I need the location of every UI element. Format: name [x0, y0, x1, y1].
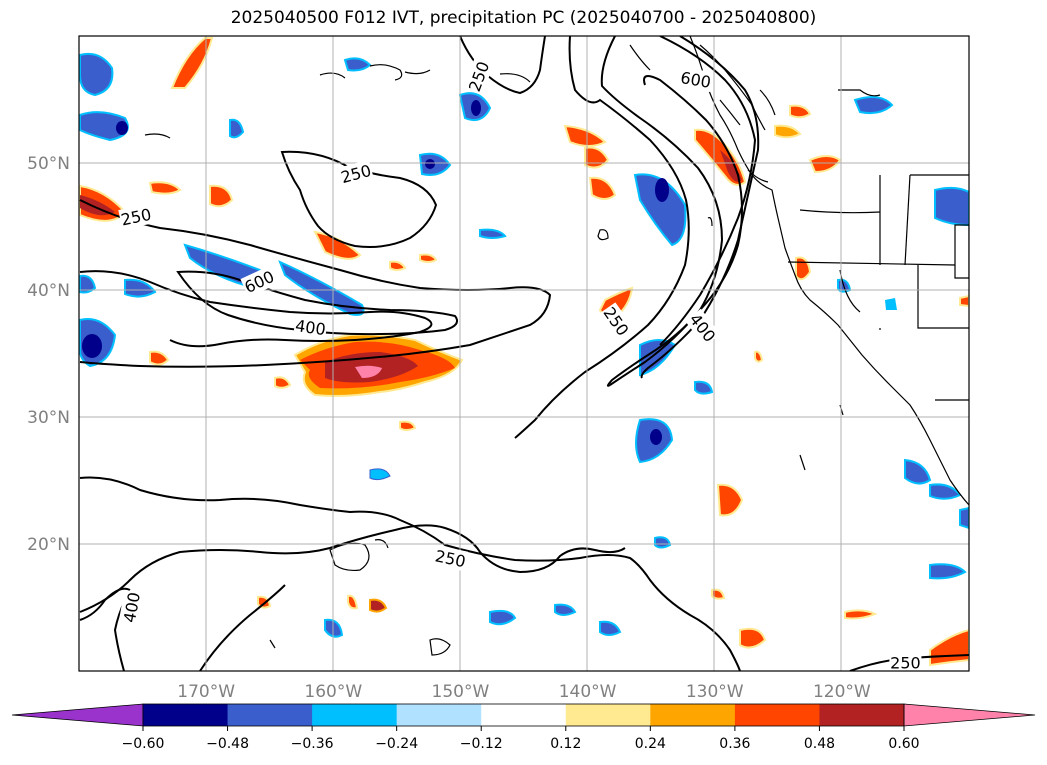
lat-tick-label: 30°N	[27, 408, 70, 428]
contour-label-background	[293, 314, 328, 340]
colorbar-tick-label: 0.24	[635, 736, 666, 752]
colorbar: −0.60 −0.48 −0.36 −0.24 −0.12 0.12 0.24 0.36 0.4…	[11, 703, 1036, 752]
coastlines	[144, 36, 969, 656]
colorbar-segment	[819, 704, 905, 726]
colorbar-tick-label: 0.60	[888, 736, 919, 752]
contour-label: 400	[118, 589, 145, 625]
colorbar-frame	[142, 703, 905, 727]
lat-tick-label: 20°N	[27, 535, 70, 555]
colorbar-tick-label: −0.24	[375, 736, 418, 752]
colorbar-tick-label: 0.12	[550, 736, 581, 752]
colorbar-segment	[396, 704, 482, 726]
colorbar-tick-label: −0.12	[460, 736, 503, 752]
lon-tick-label: 140°W	[559, 682, 617, 702]
contour-label-background	[240, 265, 278, 298]
contour-label-background	[463, 57, 494, 95]
colorbar-tick-label: 0.36	[719, 736, 750, 752]
precip-negative-regions	[79, 52, 969, 638]
colorbar-tick-label: −0.36	[291, 736, 334, 752]
contour-label: 250	[432, 545, 469, 572]
lon-tick-label: 130°W	[686, 682, 744, 702]
contour-label-text: 400	[294, 316, 327, 339]
lon-tick-label: 120°W	[813, 682, 871, 702]
contour-label: 250	[118, 203, 154, 230]
contour-label: 400	[293, 314, 328, 340]
map-title: 2025040500 F012 IVT, precipitation PC (2…	[230, 8, 817, 28]
plot-background	[79, 36, 969, 671]
contour-label-text: 250	[890, 653, 921, 672]
contour-label-background	[118, 203, 154, 230]
colorbar-segment	[227, 704, 313, 726]
colorbar-segment	[312, 704, 398, 726]
colorbar-extend-max	[903, 703, 1036, 727]
contour-label-background	[337, 159, 374, 188]
colorbar-tick-label: 0.48	[804, 736, 835, 752]
latitude-labels: 50°N 40°N 30°N 20°N	[27, 154, 70, 555]
contour-label-background	[889, 652, 922, 671]
lat-tick-label: 50°N	[27, 154, 70, 174]
contour-label-background	[118, 589, 145, 625]
contour-label: 250	[889, 652, 922, 672]
colorbar-segment	[734, 704, 820, 726]
lon-tick-label: 160°W	[304, 682, 362, 702]
colorbar-tick-label: −0.60	[122, 736, 165, 752]
lon-tick-label: 170°W	[177, 682, 235, 702]
precip-positive-regions	[79, 37, 969, 667]
colorbar-segment	[650, 704, 736, 726]
colorbar-tick-label: −0.48	[206, 736, 249, 752]
contour-label-background	[432, 545, 469, 572]
contour-label-background	[598, 302, 634, 341]
colorbar-segment	[143, 704, 229, 726]
contour-label-background	[678, 66, 714, 93]
colorbar-extend-min	[11, 703, 144, 727]
plot-frame	[78, 35, 970, 672]
lat-tick-label: 40°N	[27, 281, 70, 301]
colorbar-segment	[565, 704, 651, 726]
lon-tick-label: 150°W	[432, 682, 490, 702]
gridlines	[79, 36, 969, 671]
colorbar-segment	[481, 704, 567, 726]
longitude-labels: 170°W 160°W 150°W 140°W 130°W 120°W	[177, 682, 871, 702]
contour-label-background	[685, 308, 721, 347]
